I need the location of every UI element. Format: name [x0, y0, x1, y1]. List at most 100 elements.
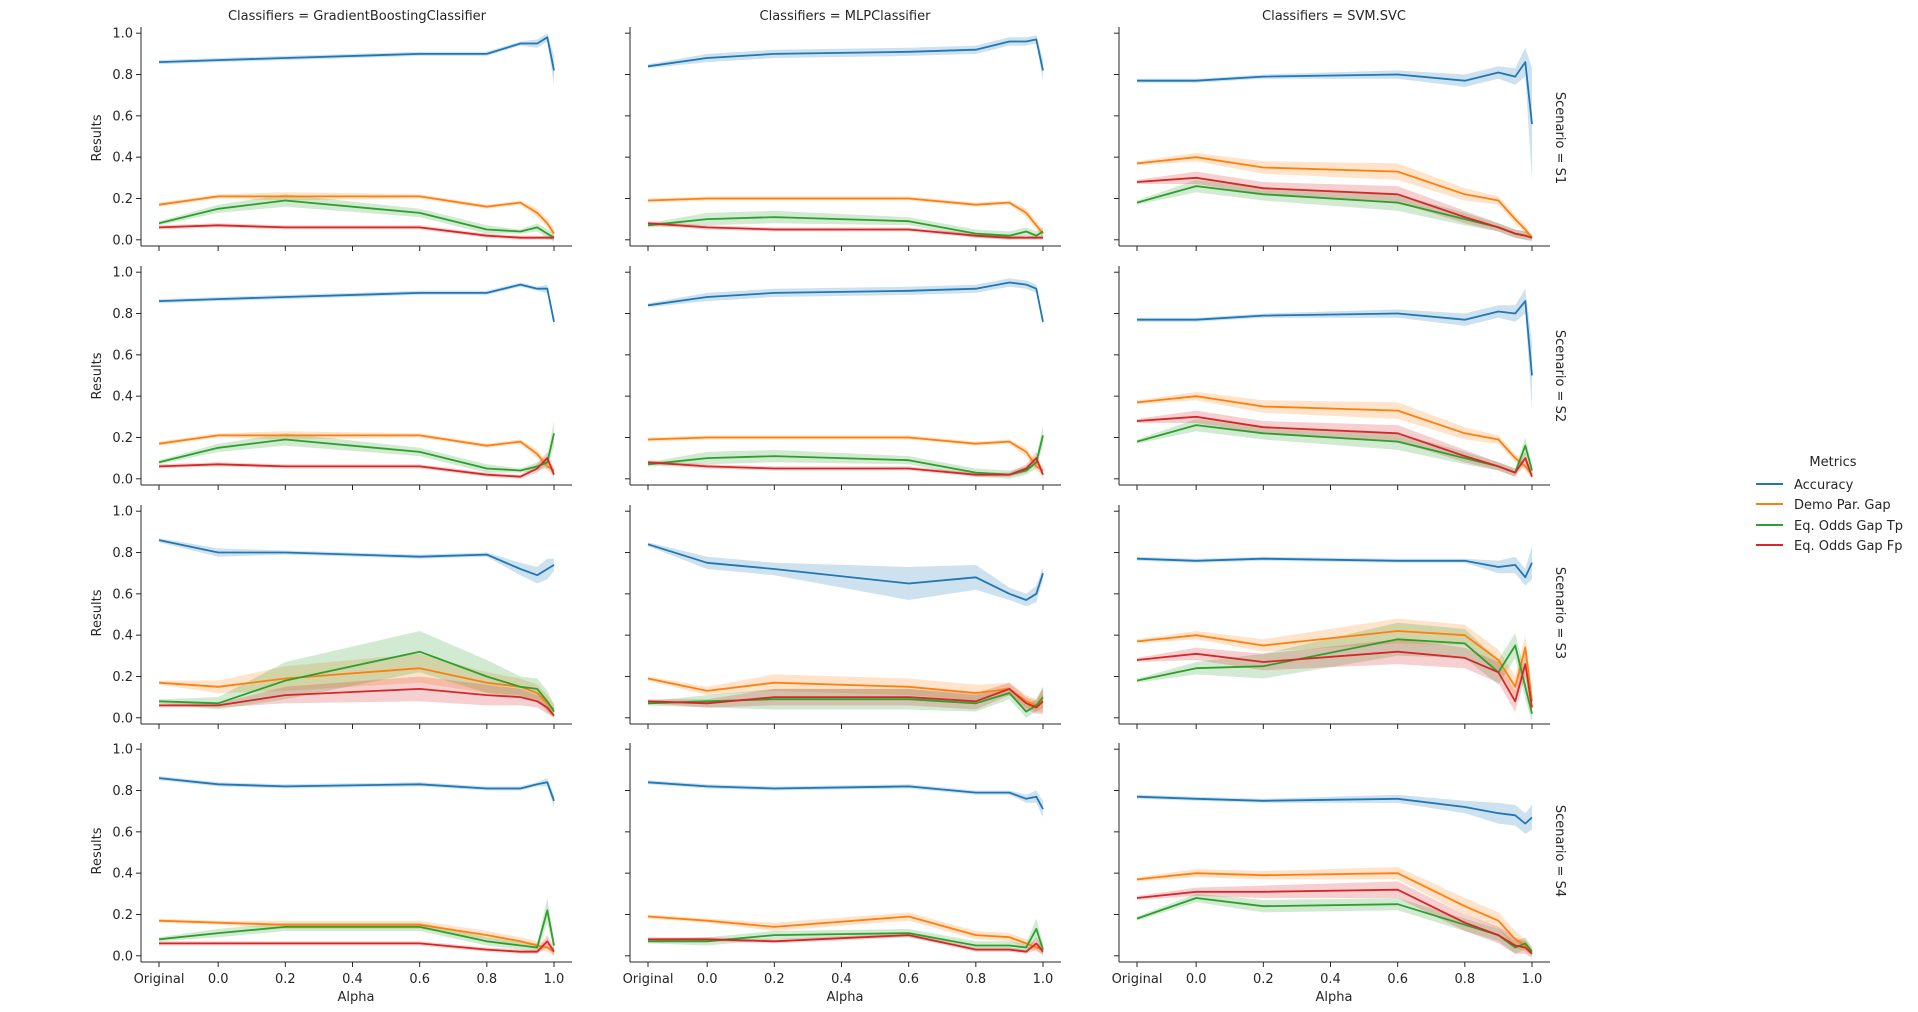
- band-accuracy: [1137, 546, 1532, 586]
- line-demo-par-gap: [1136, 872, 1533, 953]
- line-demo-par-gap: [1136, 156, 1533, 239]
- band-eq-odds-gap-fp: [159, 935, 554, 956]
- line-eq-odds-gap-tp: [647, 435, 1044, 476]
- band-accuracy: [1137, 288, 1532, 409]
- line-eq-odds-gap-fp: [1136, 650, 1533, 708]
- facet-s3-mlpclassifier: [625, 505, 1061, 729]
- facet-s4-svm-svc: Original 0.0 0.2 0.4 0.6 0.8 1.0: [1112, 743, 1550, 987]
- y-tick-label: 1.0: [112, 27, 133, 42]
- band-eq-odds-gap-fp: [159, 676, 554, 718]
- legend-label-eq-odds-gap-tp: Eq. Odds Gap Tp: [1794, 519, 1903, 534]
- y-tick-label: 0.4: [112, 867, 133, 882]
- line-eq-odds-gap-tp: [1136, 424, 1533, 474]
- band-eq-odds-gap-fp: [1137, 881, 1532, 958]
- band-eq-odds-gap-fp: [1137, 171, 1532, 240]
- y-axis-label-3: Results: [90, 589, 105, 636]
- y-tick-label: 0.2: [112, 192, 133, 207]
- band-eq-odds-gap-tp: [648, 686, 1043, 718]
- y-tick-label: 0.6: [112, 348, 133, 363]
- facet-s2-svm-svc: [1114, 266, 1550, 490]
- y-tick-label: 1.0: [112, 505, 133, 520]
- y-axis-label-1: Results: [90, 114, 105, 161]
- band-accuracy: [648, 278, 1043, 326]
- band-eq-odds-gap-tp: [159, 631, 554, 718]
- x-tick-label: 1.0: [544, 972, 565, 987]
- band-demo-par-gap: [159, 653, 554, 716]
- y-tick-label: 0.8: [112, 307, 133, 322]
- band-accuracy: [1137, 794, 1532, 834]
- x-tick-label: 0.0: [697, 972, 718, 987]
- line-eq-odds-gap-fp: [647, 688, 1044, 709]
- line-eq-odds-gap-tp: [647, 216, 1044, 237]
- x-tick-label: 0.0: [1186, 972, 1207, 987]
- band-eq-odds-gap-tp: [648, 425, 1043, 479]
- line-demo-par-gap: [158, 195, 555, 235]
- band-eq-odds-gap-tp: [1137, 622, 1532, 722]
- facet-s3-svm-svc: [1114, 505, 1550, 729]
- line-accuracy: [1137, 300, 1533, 376]
- legend-label-accuracy: Accuracy: [1794, 478, 1854, 493]
- y-tick-label: 0.8: [112, 68, 133, 83]
- band-accuracy: [648, 35, 1043, 81]
- band-eq-odds-gap-tp: [159, 194, 554, 242]
- line-eq-odds-gap-fp: [1136, 176, 1533, 239]
- x-tick-label: Original: [134, 972, 185, 987]
- line-eq-odds-gap-fp: [159, 688, 555, 717]
- band-eq-odds-gap-tp: [1137, 179, 1532, 242]
- facet-s1-mlpclassifier: [625, 27, 1061, 251]
- x-tick-label: 0.8: [965, 972, 986, 987]
- band-eq-odds-gap-fp: [648, 221, 1043, 240]
- x-tick-label: 1.0: [1522, 972, 1543, 987]
- band-accuracy: [159, 776, 554, 807]
- line-eq-odds-gap-fp: [648, 934, 1044, 953]
- x-tick-label: 0.8: [1454, 972, 1475, 987]
- x-tick-label: 0.4: [342, 972, 363, 987]
- line-eq-odds-gap-tp: [158, 909, 555, 949]
- line-demo-par-gap: [1136, 630, 1533, 702]
- y-tick-label: 0.0: [112, 472, 133, 487]
- col-title-2: Classifiers = MLPClassifier: [760, 9, 932, 24]
- band-demo-par-gap: [159, 192, 554, 238]
- x-tick-label: 0.8: [476, 972, 497, 987]
- y-tick-label: 0.8: [112, 546, 133, 561]
- band-eq-odds-gap-fp: [159, 451, 554, 479]
- x-axis-label-3: Alpha: [1316, 990, 1353, 1005]
- line-demo-par-gap: [647, 677, 1044, 707]
- band-eq-odds-gap-tp: [1137, 893, 1532, 956]
- band-eq-odds-gap-fp: [648, 933, 1043, 956]
- x-tick-label: 0.2: [275, 972, 296, 987]
- y-tick-label: 0.4: [112, 151, 133, 166]
- x-tick-label: Original: [1112, 972, 1163, 987]
- line-accuracy: [647, 38, 1044, 71]
- y-tick-label: 0.0: [112, 949, 133, 964]
- band-accuracy: [1137, 47, 1532, 180]
- band-demo-par-gap: [648, 912, 1043, 954]
- facet-s2-mlpclassifier: [625, 266, 1061, 490]
- facet-s2-gradientboostingclassifier: 0.0 0.2 0.4 0.6 0.8 1.0: [112, 266, 572, 490]
- facet-s1-gradientboostingclassifier: 0.0 0.2 0.4 0.6 0.8 1.0: [112, 27, 572, 251]
- line-eq-odds-gap-tp: [1136, 897, 1533, 953]
- row-title-1: Scenario = S1: [1552, 92, 1567, 184]
- band-demo-par-gap: [159, 918, 554, 956]
- facet-s4-mlpclassifier: Original 0.0 0.2 0.4 0.6 0.8 1.0: [623, 743, 1061, 987]
- band-accuracy: [159, 538, 554, 584]
- band-demo-par-gap: [1137, 618, 1532, 714]
- y-tick-label: 0.6: [112, 109, 133, 124]
- x-tick-label: 0.2: [764, 972, 785, 987]
- line-eq-odds-gap-tp: [158, 433, 555, 472]
- y-axis-label-4: Results: [90, 827, 105, 874]
- x-tick-label: 0.6: [1387, 972, 1408, 987]
- row-title-3: Scenario = S3: [1552, 567, 1567, 659]
- y-tick-label: 0.2: [112, 908, 133, 923]
- x-tick-label: 0.6: [409, 972, 430, 987]
- line-accuracy: [647, 781, 1044, 810]
- line-eq-odds-gap-tp: [1136, 638, 1533, 714]
- legend-label-demo-par-gap: Demo Par. Gap: [1794, 498, 1891, 513]
- y-tick-label: 1.0: [112, 266, 133, 281]
- line-eq-odds-gap-tp: [158, 199, 555, 239]
- x-tick-label: Original: [623, 972, 674, 987]
- x-tick-label: 0.0: [208, 972, 229, 987]
